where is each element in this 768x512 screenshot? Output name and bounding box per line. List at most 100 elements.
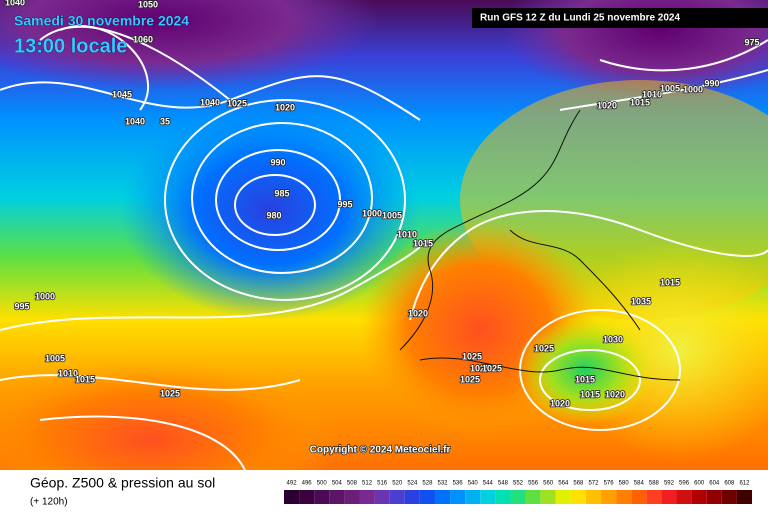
legend-swatch — [404, 490, 420, 504]
legend-swatch — [525, 490, 541, 504]
isobar-label: 1015 — [630, 97, 650, 107]
run-banner — [472, 8, 768, 28]
isobar-label: 1020 — [275, 102, 295, 112]
legend-swatch — [706, 490, 722, 504]
legend-swatch — [299, 490, 315, 504]
footer-title: Géop. Z500 & pression au sol — [30, 475, 215, 491]
legend-value: 592 — [664, 481, 675, 487]
legend-swatch — [736, 490, 752, 504]
legend-value: 604 — [709, 481, 720, 487]
legend-swatch — [329, 490, 345, 504]
isobar-label: 1025 — [462, 351, 482, 361]
legend-value: 608 — [724, 481, 735, 487]
isobar-label: 1025 — [160, 388, 180, 398]
legend-value: 524 — [407, 481, 418, 487]
isobar-label: 1020 — [597, 100, 617, 110]
isobar-label: 1000 — [362, 208, 382, 218]
legend-value: 552 — [513, 481, 524, 487]
isobar-label: 1020 — [408, 308, 428, 318]
legend-swatch — [601, 490, 617, 504]
isobar-label: 975 — [744, 37, 759, 47]
legend-swatch — [691, 490, 707, 504]
isobars — [0, 25, 768, 471]
isobar-label: 1015 — [660, 277, 680, 287]
legend-value: 600 — [694, 481, 705, 487]
legend-value: 584 — [634, 481, 645, 487]
legend-swatch — [510, 490, 526, 504]
legend-swatch — [450, 490, 466, 504]
legend-value: 548 — [498, 481, 509, 487]
legend-swatch — [389, 490, 405, 504]
legend-value: 596 — [679, 481, 690, 487]
isobar-label: 985 — [274, 188, 289, 198]
isobar-label: 995 — [337, 199, 352, 209]
isobar-label: 1040 — [125, 116, 145, 126]
isobar-label: 1025 — [460, 374, 480, 384]
legend-swatch — [631, 490, 647, 504]
legend-value: 512 — [362, 481, 373, 487]
legend-swatch — [585, 490, 602, 504]
legend-swatch — [465, 490, 481, 504]
isobar-label: 1005 — [660, 83, 680, 93]
isobar-label: 1010 — [397, 229, 417, 239]
run: Run GFS 12 Z du Lundi 25 novembre 2024 — [480, 13, 680, 24]
copyright: Copyright © 2024 Meteociel.fr — [310, 445, 451, 456]
isobar-label: 1010 — [58, 368, 78, 378]
legend-swatch — [676, 490, 692, 504]
isobar-label: 1020 — [550, 398, 570, 408]
isobar-label: 1060 — [133, 34, 153, 44]
legend-value: 572 — [588, 481, 599, 487]
legend-value: 492 — [287, 481, 298, 487]
isobar-label: 1025 — [470, 363, 490, 373]
isobar-label: 1015 — [575, 374, 595, 384]
legend-value: 520 — [392, 481, 403, 487]
isobar-label: 1020 — [605, 389, 625, 399]
legend-value: 612 — [739, 481, 750, 487]
isobar-label: 35 — [160, 116, 170, 126]
isobar-label: 980 — [266, 210, 281, 220]
legend-swatch — [434, 490, 451, 504]
legend-swatch — [284, 490, 300, 504]
legend-swatch — [314, 490, 330, 504]
legend: 492 496 500 504 508 512 516 520 524 528 532 536 540 5… — [284, 481, 752, 504]
date: Samedi 30 novembre 2024 — [14, 13, 189, 29]
legend-value: 508 — [347, 481, 358, 487]
isobar-label: 1045 — [112, 89, 132, 99]
legend-value: 560 — [543, 481, 554, 487]
isobar-label: 990 — [704, 78, 719, 88]
legend-swatch — [661, 490, 677, 504]
legend-swatch — [540, 490, 556, 504]
legend-value: 540 — [468, 481, 479, 487]
isobar-label: 1000 — [35, 291, 55, 301]
isobar-label: 1015 — [75, 374, 95, 384]
legend-value: 532 — [438, 481, 449, 487]
footer-subtitle: (+ 120h) — [30, 497, 68, 508]
legend-value: 504 — [332, 481, 343, 487]
isobar-label: 1015 — [580, 389, 600, 399]
legend-swatch — [374, 490, 390, 504]
isobar-label: 990 — [270, 157, 285, 167]
legend-value: 500 — [317, 481, 328, 487]
legend-value: 536 — [453, 481, 464, 487]
isobar-label: 1005 — [45, 353, 65, 363]
isobar-label: 995 — [14, 301, 29, 311]
isobar-label: 1050 — [138, 0, 158, 9]
isobar-label: 1025 — [227, 98, 247, 108]
legend-swatch — [555, 490, 571, 504]
isobar-label: 1010 — [642, 89, 662, 99]
isobar-label: 1030 — [603, 334, 623, 344]
legend-swatch — [344, 490, 360, 504]
legend-swatch — [616, 490, 632, 504]
legend-swatch — [480, 490, 496, 504]
time: 13:00 locale — [14, 35, 127, 57]
legend-value: 568 — [573, 481, 584, 487]
legend-value: 544 — [483, 481, 494, 487]
legend-swatch — [419, 490, 435, 504]
legend-value: 516 — [377, 481, 388, 487]
legend-swatch — [646, 490, 662, 504]
legend-value: 496 — [302, 481, 313, 487]
legend-swatch — [359, 490, 375, 504]
isobar-label: 1040 — [5, 0, 25, 7]
